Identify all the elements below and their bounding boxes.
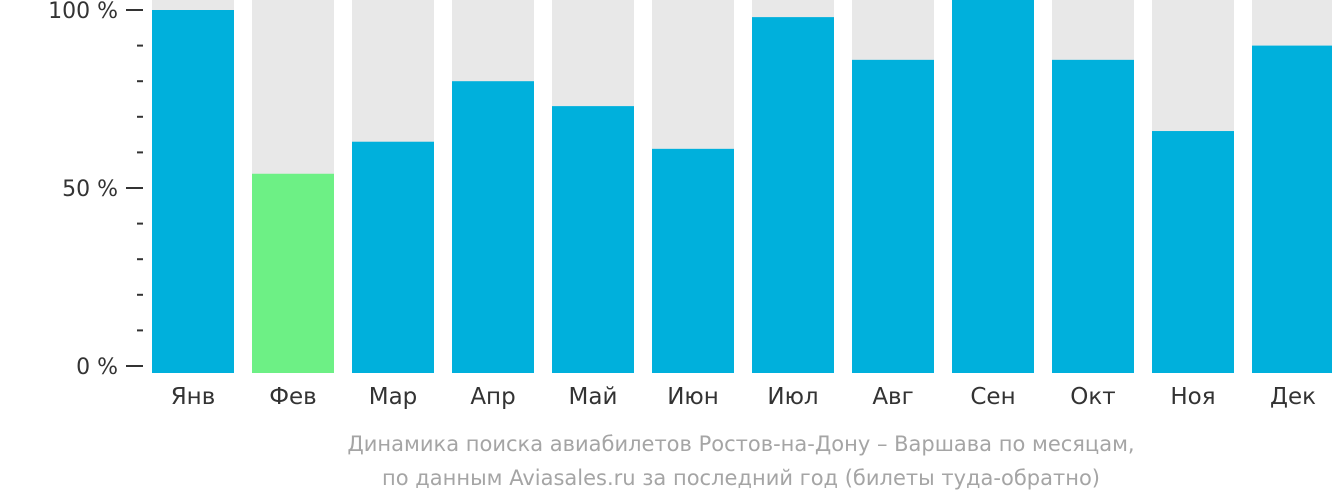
bar [1052,59,1134,374]
bar [152,10,234,373]
bar [652,148,734,373]
x-tick-label: Ноя [1170,384,1215,410]
x-tick-label: Май [569,384,618,410]
x-tick-label: Авг [872,384,913,410]
x-tick-label: Окт [1070,384,1115,410]
y-tick-label: 0 % [76,355,118,380]
bar [452,81,534,373]
x-tick-label: Мар [369,384,418,410]
bar [952,0,1034,373]
bar [852,59,934,374]
x-tick-label: Апр [470,384,515,410]
x-tick-label: Фев [269,384,317,410]
bar [252,173,334,373]
bar [352,141,434,373]
x-tick-label: Июл [767,384,818,410]
x-tick-label: Дек [1270,384,1316,410]
x-tick-label: Янв [171,384,216,410]
bar [752,17,834,374]
bar [552,106,634,374]
x-tick-label: Сен [970,384,1015,410]
y-tick-label: 50 % [62,177,118,202]
chart-caption-line-1: Динамика поиска авиабилетов Ростов-на-До… [347,432,1135,456]
chart-caption-line-2: по данным Aviasales.ru за последний год … [382,466,1100,490]
x-tick-label: Июн [667,384,719,410]
y-tick-label: 100 % [48,0,118,24]
bar [1252,45,1332,373]
bar [1152,131,1234,373]
